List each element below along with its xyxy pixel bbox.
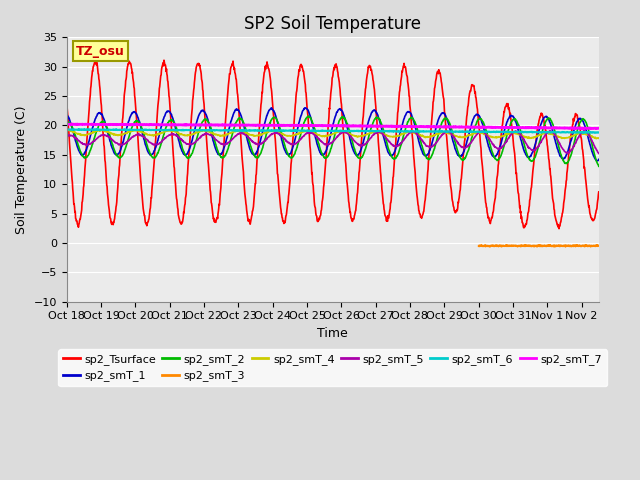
sp2_smT_7: [63, 121, 70, 127]
sp2_smT_4: [593, 136, 600, 142]
Line: sp2_smT_6: sp2_smT_6: [67, 129, 599, 133]
sp2_smT_6: [568, 130, 576, 136]
Y-axis label: Soil Temperature (C): Soil Temperature (C): [15, 105, 28, 234]
sp2_smT_2: [525, 155, 532, 161]
sp2_smT_4: [466, 132, 474, 138]
sp2_smT_6: [159, 127, 166, 132]
Line: sp2_smT_2: sp2_smT_2: [67, 116, 599, 166]
sp2_smT_7: [68, 121, 76, 127]
Line: sp2_Tsurface: sp2_Tsurface: [67, 60, 599, 228]
Text: TZ_osu: TZ_osu: [76, 45, 125, 58]
sp2_smT_5: [158, 137, 166, 143]
sp2_smT_4: [159, 130, 166, 135]
sp2_Tsurface: [63, 97, 70, 103]
sp2_smT_7: [466, 124, 474, 130]
sp2_smT_6: [525, 129, 532, 135]
sp2_smT_4: [63, 127, 71, 132]
sp2_smT_7: [595, 125, 603, 131]
Line: sp2_smT_4: sp2_smT_4: [67, 130, 599, 139]
sp2_smT_6: [466, 129, 474, 135]
Line: sp2_smT_3: sp2_smT_3: [479, 245, 599, 247]
sp2_smT_4: [595, 135, 603, 141]
sp2_smT_5: [264, 134, 272, 140]
sp2_smT_7: [525, 125, 532, 131]
sp2_smT_7: [217, 122, 225, 128]
Title: SP2 Soil Temperature: SP2 Soil Temperature: [244, 15, 421, 33]
sp2_Tsurface: [217, 188, 225, 194]
sp2_smT_7: [265, 122, 273, 128]
sp2_smT_2: [158, 137, 166, 143]
sp2_smT_5: [465, 141, 473, 147]
sp2_smT_4: [525, 135, 532, 141]
sp2_Tsurface: [158, 63, 166, 69]
sp2_smT_6: [63, 126, 70, 132]
sp2_smT_3: [524, 243, 532, 249]
sp2_smT_6: [595, 130, 603, 135]
sp2_smT_1: [466, 128, 474, 134]
sp2_smT_1: [63, 111, 70, 117]
sp2_smT_1: [525, 154, 532, 160]
sp2_smT_1: [268, 105, 275, 111]
sp2_smT_6: [169, 127, 177, 132]
sp2_smT_1: [264, 109, 272, 115]
sp2_Tsurface: [169, 141, 177, 147]
sp2_Tsurface: [595, 189, 603, 195]
sp2_smT_6: [93, 126, 101, 132]
Line: sp2_smT_1: sp2_smT_1: [67, 108, 599, 161]
sp2_smT_6: [217, 128, 225, 133]
sp2_smT_1: [158, 120, 166, 126]
sp2_Tsurface: [555, 226, 563, 231]
sp2_smT_2: [595, 163, 603, 169]
sp2_smT_5: [168, 131, 176, 137]
sp2_smT_6: [265, 128, 273, 133]
Line: sp2_smT_7: sp2_smT_7: [67, 124, 599, 129]
sp2_smT_4: [217, 133, 225, 139]
Line: sp2_smT_5: sp2_smT_5: [67, 131, 599, 154]
X-axis label: Time: Time: [317, 327, 348, 340]
sp2_smT_5: [525, 145, 532, 151]
Legend: sp2_Tsurface, sp2_smT_1, sp2_smT_2, sp2_smT_3, sp2_smT_4, sp2_smT_5, sp2_smT_6, : sp2_Tsurface, sp2_smT_1, sp2_smT_2, sp2_…: [58, 349, 607, 386]
sp2_smT_7: [159, 122, 166, 128]
sp2_Tsurface: [466, 90, 474, 96]
sp2_smT_7: [169, 122, 177, 128]
sp2_smT_4: [63, 127, 70, 133]
sp2_smT_4: [265, 129, 273, 134]
sp2_Tsurface: [265, 66, 273, 72]
sp2_smT_5: [595, 151, 603, 156]
sp2_smT_4: [169, 128, 177, 133]
sp2_Tsurface: [525, 208, 532, 214]
sp2_smT_1: [595, 156, 603, 162]
sp2_smT_2: [168, 117, 176, 123]
sp2_smT_1: [216, 153, 224, 158]
sp2_smT_7: [593, 126, 600, 132]
sp2_smT_1: [593, 158, 601, 164]
sp2_smT_2: [264, 124, 272, 130]
sp2_smT_5: [512, 128, 520, 134]
sp2_smT_2: [305, 113, 312, 119]
sp2_smT_3: [595, 243, 603, 249]
sp2_smT_2: [216, 153, 224, 158]
sp2_Tsurface: [160, 57, 168, 63]
sp2_smT_5: [216, 140, 224, 146]
sp2_smT_2: [466, 144, 474, 149]
sp2_smT_1: [168, 114, 176, 120]
sp2_smT_2: [63, 120, 70, 126]
sp2_smT_5: [63, 133, 70, 139]
